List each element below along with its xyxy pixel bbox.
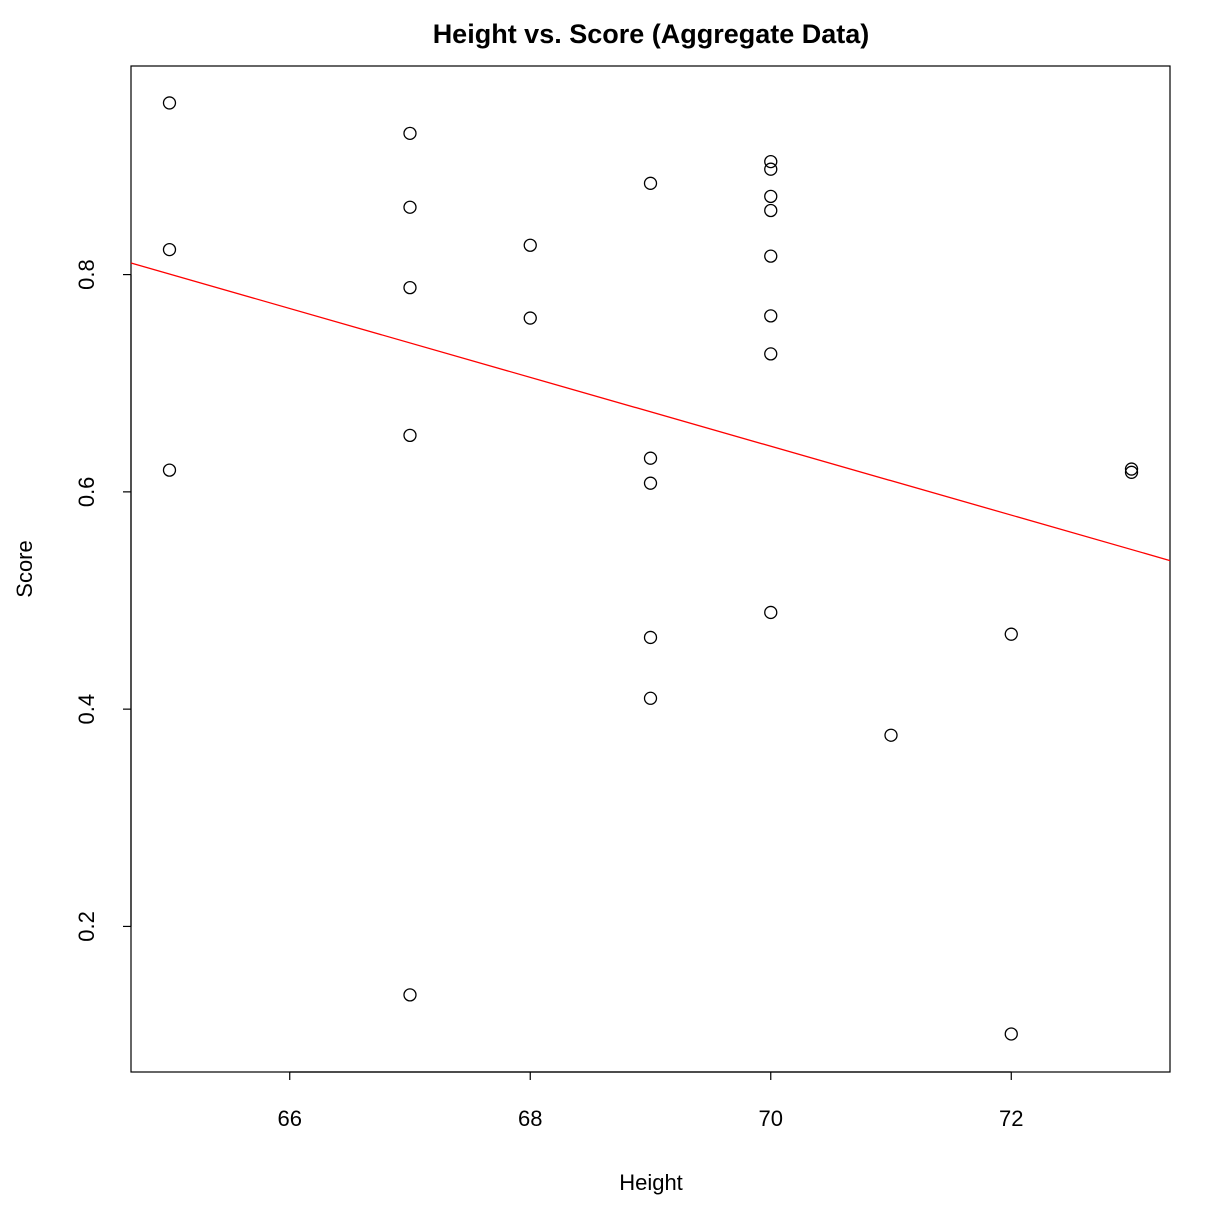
point [523,238,537,252]
y-tick-label: 0.8 [74,259,99,290]
point [643,451,658,465]
point [1124,462,1139,476]
point [1004,1027,1018,1041]
point [1004,627,1018,641]
point [403,200,417,214]
point [764,347,778,361]
point [884,728,898,742]
point [1124,465,1139,479]
x-tick-label: 66 [277,1106,301,1131]
y-axis-label: Score [12,540,37,597]
point [643,476,658,490]
y-tick-label: 0.4 [74,694,99,725]
point [764,189,778,204]
point [764,162,778,176]
point [403,126,417,141]
plot-frame [130,65,1171,1073]
point [764,309,778,323]
x-tick-label: 72 [999,1106,1023,1131]
point [643,176,658,190]
point [643,691,658,705]
y-tick-label: 0.2 [74,911,99,942]
point [643,630,658,645]
regression-line [130,262,1171,562]
point [764,605,778,620]
point [764,249,778,263]
point [403,988,417,1002]
point [403,280,417,295]
point [764,154,778,169]
point [162,463,177,477]
x-tick-label: 68 [518,1106,542,1131]
point [403,428,417,443]
point [764,203,778,218]
point [162,242,177,257]
x-axis-label: Height [619,1170,683,1195]
point [162,96,177,110]
x-tick-label: 70 [759,1106,783,1131]
point [523,311,537,325]
y-tick-label: 0.6 [74,477,99,508]
chart-title: Height vs. Score (Aggregate Data) [433,19,870,49]
